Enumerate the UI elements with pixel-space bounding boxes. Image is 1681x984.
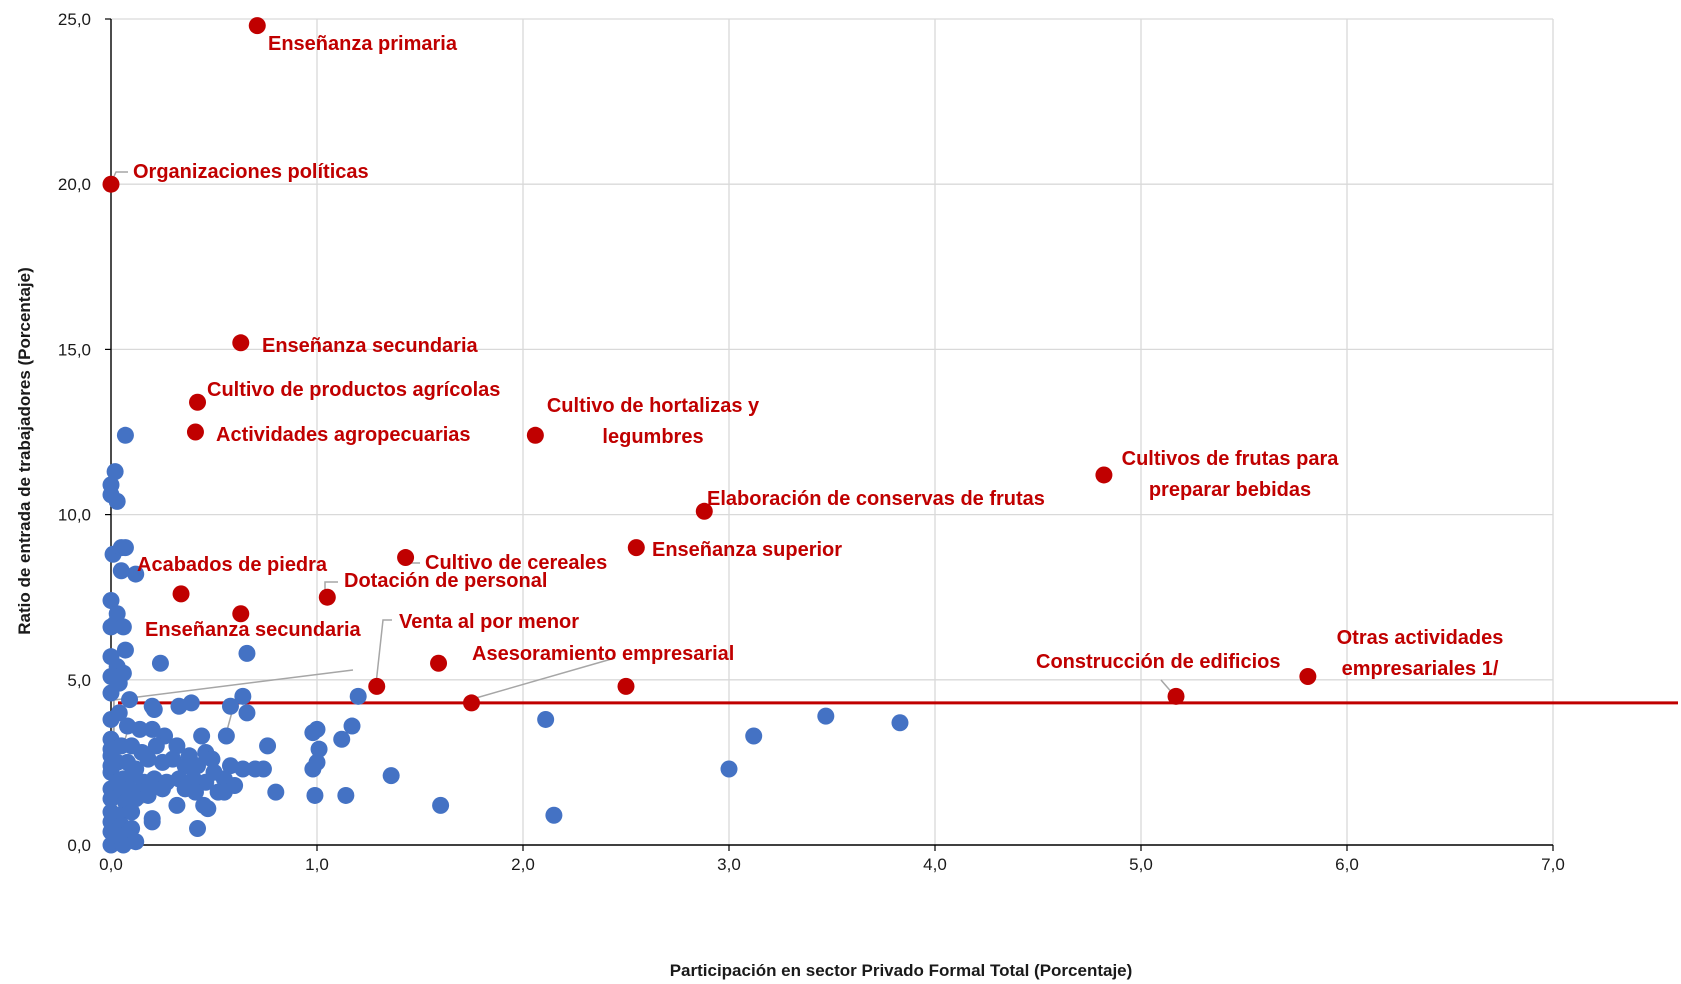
scatter-point — [545, 807, 562, 824]
scatter-point — [199, 800, 216, 817]
y-tick-label: 5,0 — [67, 671, 91, 690]
highlighted-point — [527, 427, 544, 444]
point-label: Dotación de personal — [344, 570, 547, 592]
point-label: Cultivo de productos agrícolas — [207, 379, 500, 401]
scatter-point — [193, 727, 210, 744]
scatter-point — [109, 493, 126, 510]
scatter-point — [146, 701, 163, 718]
highlighted-points — [103, 17, 1317, 711]
x-tick-label: 2,0 — [511, 855, 535, 874]
highlighted-point — [103, 176, 120, 193]
x-tick-label: 7,0 — [1541, 855, 1565, 874]
scatter-point — [115, 618, 132, 635]
highlighted-point — [430, 655, 447, 672]
scatter-point — [103, 741, 120, 758]
scatter-point — [238, 645, 255, 662]
highlighted-point — [187, 424, 204, 441]
scatter-point — [306, 787, 323, 804]
scatter-point — [152, 655, 169, 672]
scatter-point — [222, 698, 239, 715]
scatter-point — [383, 767, 400, 784]
scatter-point — [267, 784, 284, 801]
scatter-point — [168, 797, 185, 814]
scatter-point — [309, 754, 326, 771]
highlighted-point — [249, 17, 266, 34]
scatter-point — [216, 784, 233, 801]
x-tick-label: 5,0 — [1129, 855, 1153, 874]
point-label: Organizaciones políticas — [133, 161, 369, 183]
highlighted-point — [463, 694, 480, 711]
scatter-point — [189, 820, 206, 837]
x-axis-title: Participación en sector Privado Formal T… — [670, 961, 1133, 980]
scatter-point — [218, 727, 235, 744]
point-label: Elaboración de conservas de frutas — [707, 488, 1045, 510]
highlighted-point — [189, 394, 206, 411]
highlighted-point — [368, 678, 385, 695]
point-label: Cultivos de frutas para preparar bebidas — [1122, 448, 1340, 501]
point-label: Cultivo de hortalizas y legumbres — [547, 395, 760, 448]
x-tick-label: 3,0 — [717, 855, 741, 874]
scatter-point — [238, 704, 255, 721]
y-tick-label: 20,0 — [58, 175, 91, 194]
scatter-point — [107, 827, 124, 844]
highlighted-point — [618, 678, 635, 695]
point-label: Asesoramiento empresarial — [472, 643, 734, 665]
y-axis-title: Ratio de entrada de trabajadores (Porcen… — [15, 267, 34, 635]
highlighted-point — [173, 585, 190, 602]
scatter-point — [255, 761, 272, 778]
scatter-point — [117, 427, 134, 444]
scatter-point — [103, 757, 120, 774]
y-tick-label: 15,0 — [58, 340, 91, 359]
highlighted-point — [397, 549, 414, 566]
scatter-point — [309, 721, 326, 738]
scatter-point — [432, 797, 449, 814]
point-label: Acabados de piedra — [137, 554, 328, 576]
y-tick-label: 10,0 — [58, 506, 91, 525]
scatter-point — [140, 751, 157, 768]
highlighted-point — [1168, 688, 1185, 705]
x-tick-label: 1,0 — [305, 855, 329, 874]
scatter-point — [183, 694, 200, 711]
scatter-point — [117, 539, 134, 556]
scatter-point — [127, 833, 144, 850]
scatter-point — [113, 562, 130, 579]
x-tick-label: 4,0 — [923, 855, 947, 874]
highlighted-point — [319, 589, 336, 606]
scatter-point — [537, 711, 554, 728]
point-label: Actividades agropecuarias — [216, 424, 471, 446]
point-label: Enseñanza secundaria — [262, 335, 479, 357]
point-label: Venta al por menor — [399, 611, 579, 633]
highlighted-point — [232, 334, 249, 351]
scatter-point — [721, 761, 738, 778]
highlighted-point — [1095, 466, 1112, 483]
scatter-point — [140, 787, 157, 804]
scatter-point — [337, 787, 354, 804]
scatter-point — [144, 810, 161, 827]
scatter-point — [745, 727, 762, 744]
y-tick-label: 25,0 — [58, 10, 91, 29]
scatter-point — [103, 685, 120, 702]
point-label: Construcción de edificios — [1036, 651, 1280, 673]
y-tick-label: 0,0 — [67, 836, 91, 855]
highlighted-point — [628, 539, 645, 556]
point-label: Otras actividades empresariales 1/ — [1337, 627, 1504, 680]
point-label: Enseñanza secundaria — [145, 619, 362, 641]
scatter-point — [109, 774, 126, 791]
point-label: Enseñanza superior — [652, 539, 842, 561]
scatter-point — [350, 688, 367, 705]
point-labels: Enseñanza primaria Organizaciones polític… — [133, 33, 1503, 680]
scatter-point — [259, 737, 276, 754]
highlighted-point — [1299, 668, 1316, 685]
scatter-point — [891, 714, 908, 731]
scatter-point — [333, 731, 350, 748]
x-tick-label: 0,0 — [99, 855, 123, 874]
point-label: Enseñanza primaria — [268, 33, 458, 55]
leader-line — [376, 620, 392, 684]
x-tick-label: 6,0 — [1335, 855, 1359, 874]
scatter-point — [817, 708, 834, 725]
